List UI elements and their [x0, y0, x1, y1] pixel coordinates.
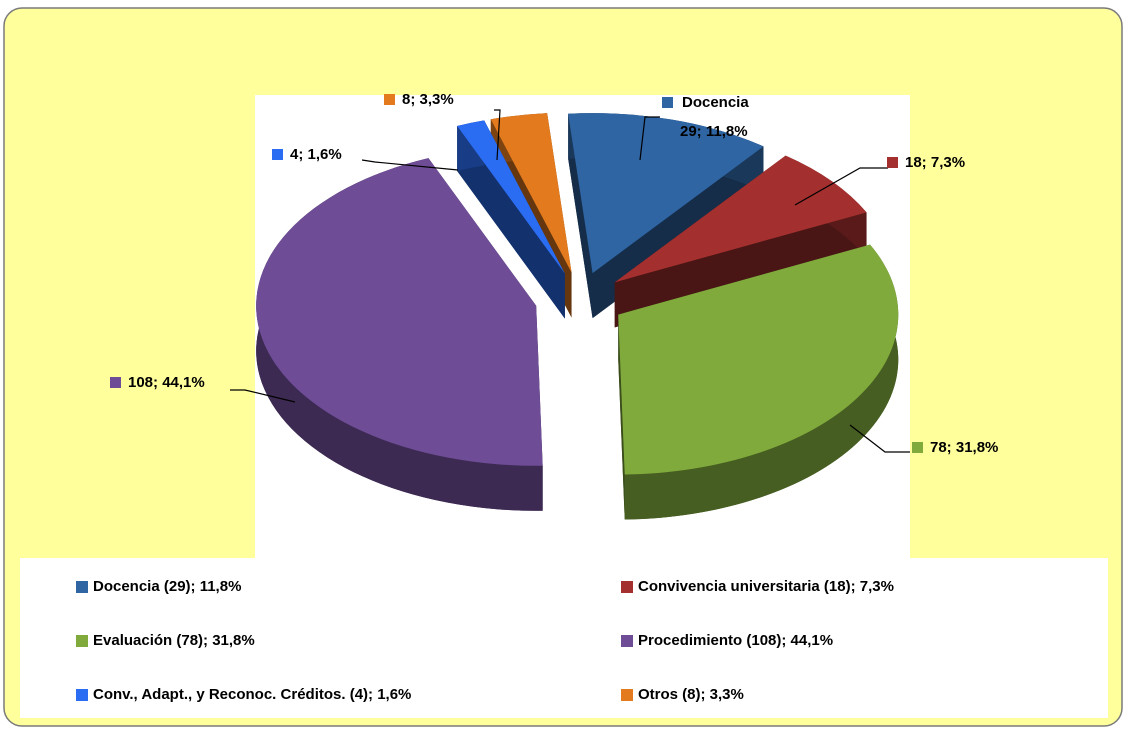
data-label: 108; 44,1%	[128, 374, 205, 391]
slice	[490, 113, 572, 273]
label-marker	[912, 442, 923, 453]
legend-label: Convivencia universitaria (18); 7,3%	[638, 578, 894, 595]
legend-label: Evaluación (78); 31,8%	[93, 632, 255, 649]
legend-label: Otros (8); 3,3%	[638, 686, 744, 703]
leader-line	[794, 167, 888, 206]
legend-label: Conv., Adapt., y Reconoc. Créditos. (4);…	[93, 686, 411, 703]
data-label: 29; 11,8%	[680, 123, 748, 140]
slice	[618, 244, 899, 475]
slice-wall	[568, 113, 593, 319]
slice	[256, 158, 543, 466]
legend-swatch	[76, 581, 88, 593]
label-marker	[110, 377, 121, 388]
annotation: Docencia	[682, 94, 749, 111]
label-marker	[662, 126, 673, 137]
legend-swatch	[621, 689, 633, 701]
label-marker	[384, 94, 395, 105]
label-marker	[272, 149, 283, 160]
label-marker	[887, 157, 898, 168]
slice-side	[256, 158, 543, 511]
leader-line	[494, 109, 501, 161]
slice	[457, 120, 565, 274]
legend-swatch	[76, 689, 88, 701]
data-label: 4; 1,6%	[290, 146, 342, 163]
leader-line	[230, 389, 296, 403]
data-label: 18; 7,3%	[905, 154, 965, 171]
slice	[614, 155, 867, 283]
slice-side	[624, 244, 899, 520]
data-label: 78; 31,8%	[930, 439, 998, 456]
leader-line	[361, 159, 459, 171]
data-label: 8; 3,3%	[402, 91, 454, 108]
slice-wall	[618, 314, 625, 520]
leader-line	[849, 424, 910, 453]
legend-label: Procedimiento (108); 44,1%	[638, 632, 833, 649]
legend-swatch	[76, 635, 88, 647]
legend-swatch	[621, 635, 633, 647]
slice-wall	[457, 125, 565, 319]
leader-line	[639, 116, 660, 161]
label-marker	[662, 97, 673, 108]
slice	[568, 113, 764, 274]
legend-box	[20, 558, 1108, 718]
legend-swatch	[621, 581, 633, 593]
legend-label: Docencia (29); 11,8%	[93, 578, 241, 595]
